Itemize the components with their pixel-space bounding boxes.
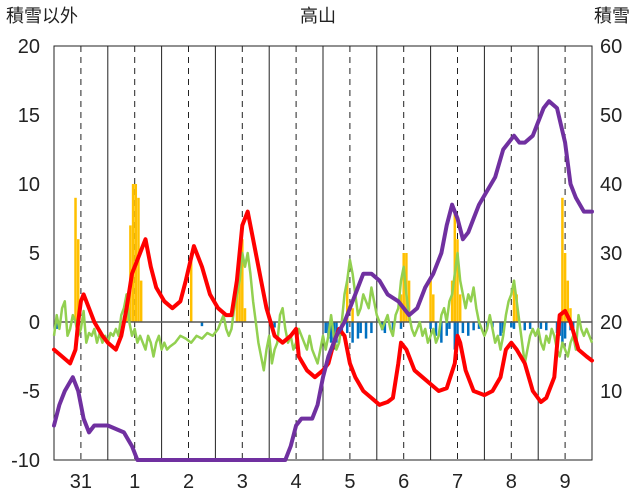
x-tick-label: 3 [237, 471, 248, 493]
negative-bar [383, 322, 387, 334]
y-right-tick-label: 10 [600, 381, 622, 403]
negative-bar [499, 322, 502, 336]
precipitation-bar [569, 308, 572, 322]
negative-bar [329, 322, 333, 343]
negative-bar [523, 322, 526, 331]
negative-bar [351, 322, 354, 343]
precipitation-bar [399, 294, 403, 322]
y-axis-left-label: 積雪以外 [6, 6, 78, 26]
precipitation-bar [139, 280, 143, 322]
green-series-line [52, 251, 594, 372]
grid-lines [53, 45, 593, 461]
y-left-tick-label: 20 [18, 36, 40, 58]
negative-bar [55, 322, 58, 329]
precipitation-bar [458, 294, 462, 322]
y-left-tick-label: -5 [22, 381, 40, 403]
x-tick-label: 31 [70, 471, 92, 493]
precipitation-bar [345, 280, 349, 322]
precipitation-bar [74, 197, 77, 322]
x-tick-label: 7 [452, 471, 463, 493]
negative-bar [510, 322, 513, 328]
negative-bar [561, 322, 564, 343]
x-tick-label: 5 [344, 471, 355, 493]
precipitation-bar [76, 239, 80, 322]
precipitation-bar [407, 280, 411, 322]
y-right-tick-label: 30 [600, 243, 622, 265]
negative-bar [440, 322, 443, 343]
snow-depth-line [52, 99, 594, 462]
y-right-tick-label: 20 [600, 312, 622, 334]
precipitation-bar [243, 308, 247, 322]
y-right-tick-label: 40 [600, 174, 622, 196]
y-left-tick-label: 5 [29, 243, 40, 265]
precipitation-bar [429, 280, 432, 322]
precipitation-bar [241, 239, 244, 322]
negative-bar [539, 322, 543, 329]
series-lines [52, 99, 594, 462]
precipitation-bar [238, 253, 241, 322]
y-left-tick-label: -10 [11, 450, 40, 472]
x-tick-label: 9 [560, 471, 571, 493]
x-tick-label: 2 [183, 471, 194, 493]
negative-bar [456, 322, 459, 339]
negative-bar [324, 322, 327, 334]
precipitation-bar [456, 239, 459, 322]
negative-bar [563, 322, 567, 339]
precipitation-bar [566, 280, 570, 322]
negative-bar [453, 322, 457, 350]
negative-bar [472, 322, 475, 331]
negative-bar [359, 322, 362, 334]
precipitation-bar [563, 253, 567, 322]
chart-title: 高山 [300, 6, 336, 26]
negative-bar [399, 322, 403, 329]
x-tick-label: 6 [398, 471, 409, 493]
precipitation-bar [561, 197, 564, 322]
negative-bar [345, 322, 349, 334]
y-axis-right-label: 積雪 [594, 6, 630, 26]
x-tick-label: 8 [506, 471, 517, 493]
negative-bar [200, 322, 204, 327]
precipitation-bar [450, 280, 454, 322]
precipitation-bar [134, 184, 138, 322]
y-right-tick-label: 50 [600, 105, 622, 127]
precipitation-bar [189, 253, 193, 322]
negative-bar [364, 322, 368, 339]
negative-bar [429, 322, 432, 329]
negative-bar [528, 322, 532, 329]
negative-bar [467, 322, 470, 336]
negative-bar [545, 322, 548, 331]
negative-bar [370, 322, 373, 334]
precipitation-bar [432, 294, 435, 322]
x-tick-label: 4 [291, 471, 302, 493]
precipitation-bar [402, 253, 405, 322]
negative-bar [445, 322, 448, 336]
precipitation-bar [131, 184, 135, 322]
negative-bar [448, 322, 451, 329]
temperature-line [52, 209, 594, 407]
y-left-tick-label: 0 [29, 312, 40, 334]
negative-bar [273, 322, 276, 328]
precipitation-bar [235, 280, 239, 322]
negative-bar [434, 322, 438, 336]
y-left-tick-label: 10 [18, 174, 40, 196]
precipitation-bar [512, 280, 516, 322]
y-right-tick-label: 60 [600, 36, 622, 58]
negative-bar [356, 322, 360, 339]
negative-bar [461, 322, 465, 334]
x-tick-label: 1 [129, 471, 140, 493]
y-left-tick-label: 15 [18, 105, 40, 127]
precipitation-bar [351, 308, 354, 322]
negative-bar [512, 322, 516, 329]
